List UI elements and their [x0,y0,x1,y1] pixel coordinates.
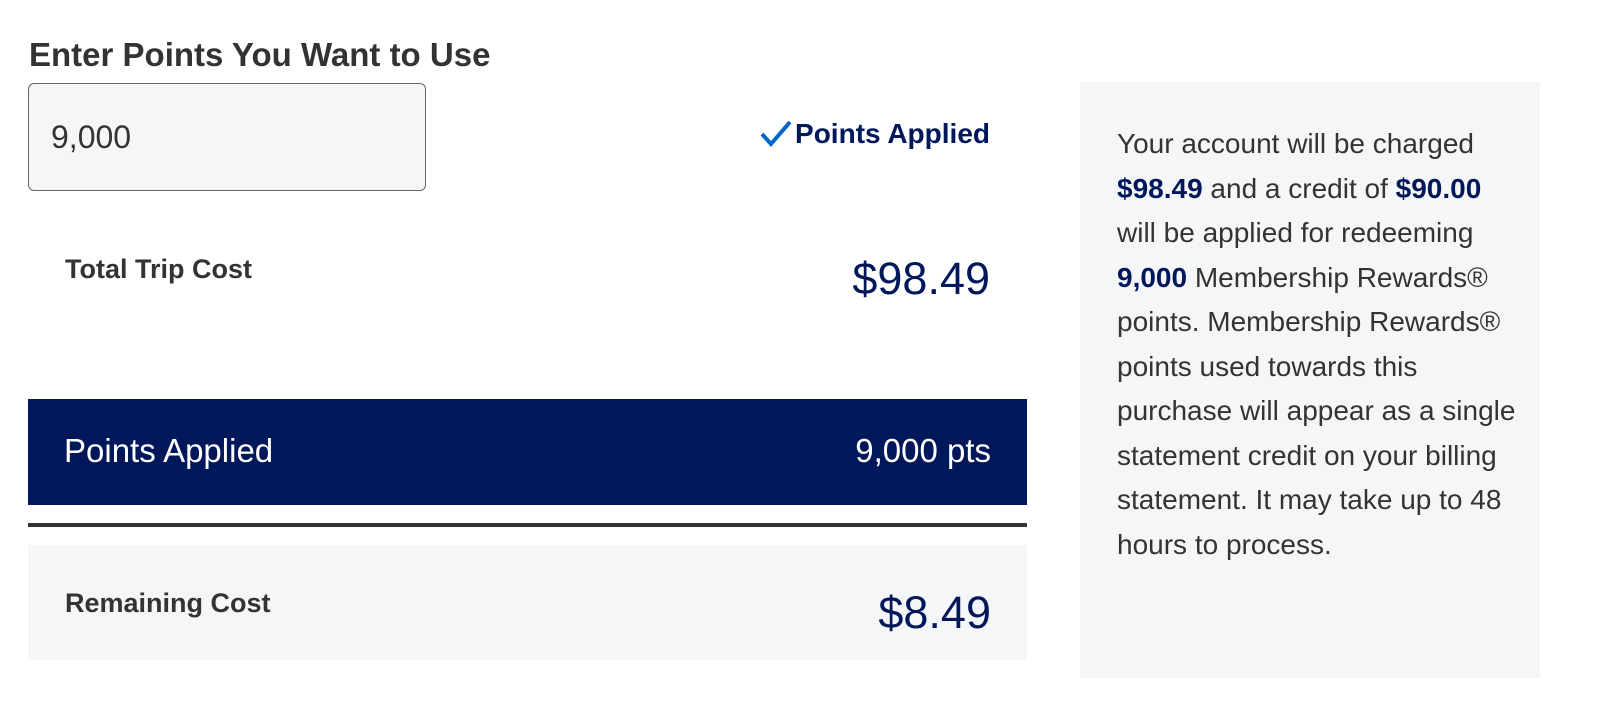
info-text-part: Membership Rewards® points. Membership R… [1117,261,1516,560]
info-text-part: and a credit of [1202,172,1396,204]
divider [28,523,1027,527]
page-heading: Enter Points You Want to Use [29,36,491,73]
charge-amount: $98.49 [1117,172,1203,204]
remaining-cost-amount: $8.49 [878,587,991,638]
remaining-cost-row: Remaining Cost $8.49 [28,545,1027,660]
points-applied-bar: Points Applied 9,000 pts [28,399,1027,505]
status-label: Points Applied [795,118,990,149]
info-text-part: will be applied for redeeming [1117,217,1474,248]
remaining-cost-label: Remaining Cost [65,588,271,618]
total-trip-cost-amount: $98.49 [852,253,990,304]
points-applied-status: Points Applied [759,118,990,150]
info-text-part: Your account will be charged [1117,128,1474,159]
checkmark-icon [760,120,792,148]
credit-amount: $90.00 [1395,172,1482,204]
info-text: Your account will be charged $98.49 and … [1117,122,1517,567]
points-amount: 9,000 [1117,261,1188,293]
info-panel: Your account will be charged $98.49 and … [1080,82,1540,678]
points-input[interactable] [28,83,426,191]
points-applied-label: Points Applied [64,432,274,469]
total-trip-cost-label: Total Trip Cost [65,254,252,284]
points-applied-value: 9,000 pts [855,432,991,469]
